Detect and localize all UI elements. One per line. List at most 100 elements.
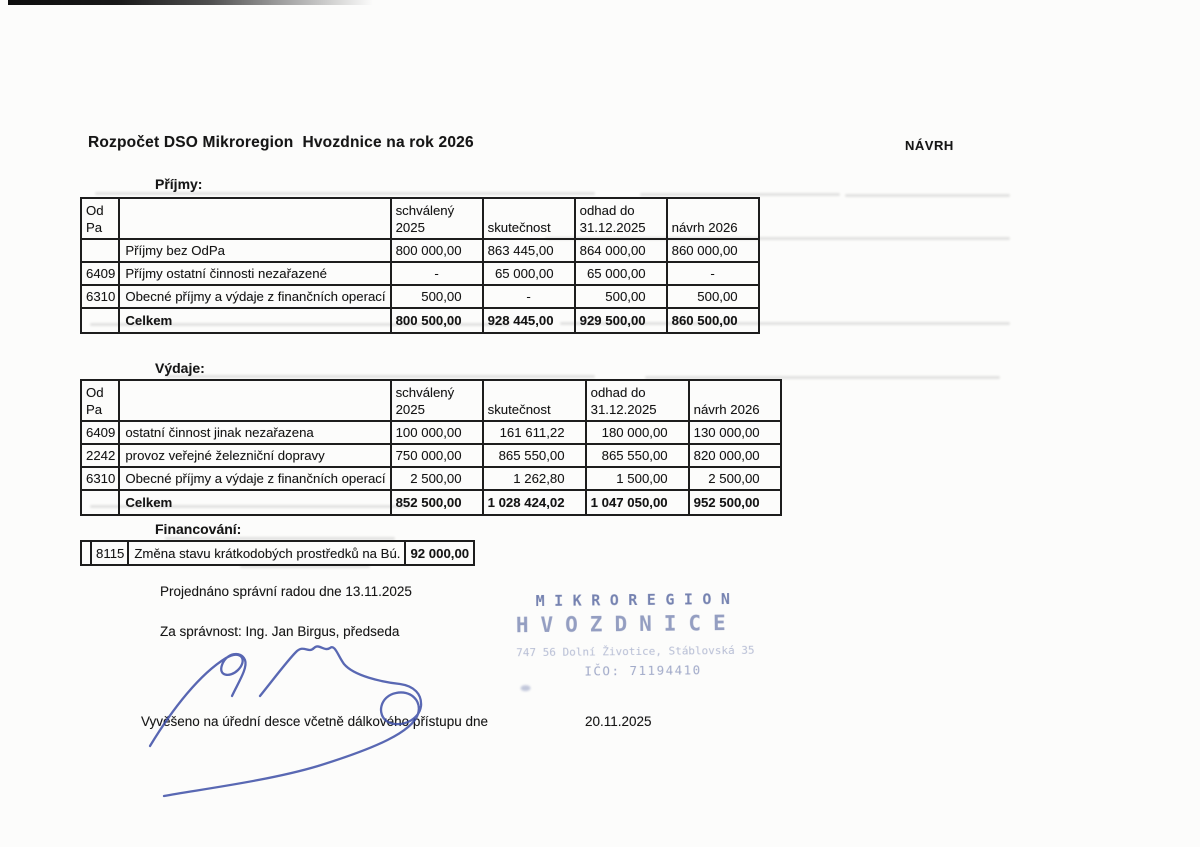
document-title: Rozpočet DSO Mikroregion Hvozdnice na ro… [88,134,474,151]
scan-smudge [240,565,370,568]
value-cell: 852 500,00 [389,489,484,516]
scan-smudge [95,192,595,195]
empty-cell [80,540,92,566]
value-cell: 500,00 [389,284,484,309]
column-header: návrh 2026 [687,379,782,422]
draft-label: NÁVRH [905,138,954,153]
value-cell: 161 611,22 [481,420,587,445]
stamp-org-name-line2: HVOZDNICE [515,610,738,638]
value-cell: 860 500,00 [665,307,760,334]
value-cell: 863 445,00 [481,238,576,263]
financovani-budget-table: 8115 Změna stavu krátkodobých prostředků … [80,540,476,566]
row-description-cell: Změna stavu krátkodobých prostředků na B… [127,540,407,566]
odpa-code-cell [79,489,121,516]
scan-smudge [545,237,1010,240]
scan-smudge [645,376,1000,379]
value-cell: 865 550,00 [584,443,690,468]
signed-by-line: Za správnost: Ing. Jan Birgus, předseda [160,624,400,639]
section-heading-vydaje: Výdaje: [155,360,205,376]
value-cell: - [389,261,484,286]
section-heading-prijmy: Příjmy: [155,176,203,192]
stamp-ink-blot [520,685,531,692]
column-header: Od Pa [79,197,121,240]
column-header [118,379,392,422]
approved-by-board-line: Projednáno správní radou dne 13.11.2025 [160,584,412,599]
vydaje-budget-table: Od Pa schválený 2025 skutečnost odhad do 31… [79,379,782,516]
header-row: Od Pa schválený 2025 skutečnost odhad do 31… [79,197,760,240]
value-cell: 65 000,00 [481,261,576,286]
rubber-stamp: MIKROREGION HVOZDNICE 747 56 Dolní Život… [515,588,947,692]
column-header [118,197,392,240]
table-row: 6409 Příjmy ostatní činnosti nezařazené -6… [79,261,760,286]
row-description-cell: Celkem [118,489,392,516]
scan-artifact-strip [8,0,373,5]
value-cell: 130 000,00 [687,420,782,445]
value-cell: 1 047 050,00 [584,489,690,516]
odpa-code-cell: 6310 [79,466,121,491]
column-header: skutečnost [481,379,587,422]
value-cell: 65 000,00 [573,261,668,286]
value-cell: 864 000,00 [573,238,668,263]
header-row: Od Pa schválený 2025 skutečnost odhad do 31… [79,379,782,422]
value-cell: - [481,284,576,309]
scan-smudge [845,194,1010,197]
column-header: schválený 2025 [389,197,484,240]
value-cell: 2 500,00 [687,466,782,491]
row-description-cell: provoz veřejné železniční dopravy [118,443,392,468]
scan-smudge [165,537,395,540]
row-description-cell: Příjmy bez OdPa [118,238,392,263]
value-cell: 800 000,00 [389,238,484,263]
row-description-cell: Příjmy ostatní činnosti nezařazené [118,261,392,286]
table-row: Celkem 800 500,00 928 445,00 929 500,00 860 … [79,307,760,334]
row-description-cell: ostatní činnost jinak nezařazena [118,420,392,445]
table-row: 6310 Obecné příjmy a výdaje z finančních … [79,284,760,309]
value-cell: 865 550,00 [481,443,587,468]
column-header: skutečnost [481,197,576,240]
odpa-code-cell: 8115 [89,540,130,566]
odpa-code-cell [79,238,121,263]
value-cell: - [665,261,760,286]
table-row: 6310 Obecné příjmy a výdaje z finančních … [79,466,782,491]
scan-smudge [560,322,1010,325]
value-cell: 860 000,00 [665,238,760,263]
column-header: schválený 2025 [389,379,484,422]
table-row: 2242 provoz veřejné železniční dopravy 750… [79,443,782,468]
value-cell: 750 000,00 [389,443,484,468]
stamp-ico-line: IČO: 71194410 [584,662,702,679]
table-row: 6409 ostatní činnost jinak nezařazena 100 … [79,420,782,445]
scan-smudge [165,375,595,378]
prijmy-budget-table: Od Pa schválený 2025 skutečnost odhad do 31… [79,197,760,334]
value-cell: 1 500,00 [584,466,690,491]
value-cell: 100 000,00 [389,420,484,445]
value-cell: 1 262,80 [481,466,587,491]
row-description-cell: Obecné příjmy a výdaje z finančních oper… [118,466,392,491]
odpa-code-cell: 6310 [79,284,121,309]
column-header: odhad do 31.12.2025 [573,197,668,240]
column-header: Od Pa [79,379,121,422]
value-cell: 180 000,00 [584,420,690,445]
table-row: Příjmy bez OdPa 800 000,00 863 445,00 864 0… [79,238,760,263]
value-cell: 820 000,00 [687,443,782,468]
table-row: Celkem 852 500,00 1 028 424,02 1 047 050,00… [79,489,782,516]
odpa-code-cell: 6409 [79,420,121,445]
value-cell: 952 500,00 [687,489,782,516]
value-cell: 928 445,00 [481,307,576,334]
table-row: 8115 Změna stavu krátkodobých prostředků … [80,540,476,566]
value-cell: 929 500,00 [573,307,668,334]
odpa-code-cell: 6409 [79,261,121,286]
odpa-code-cell [79,307,121,334]
odpa-code-cell: 2242 [79,443,121,468]
stamp-address-line: 747 56 Dolní Životice, Stáblovská 35 [516,643,755,660]
value-cell: 500,00 [573,284,668,309]
posted-date: 20.11.2025 [585,714,652,729]
column-header: odhad do 31.12.2025 [584,379,690,422]
value-cell: 2 500,00 [389,466,484,491]
value-cell: 500,00 [665,284,760,309]
row-description-cell: Celkem [118,307,392,334]
value-cell: 800 500,00 [389,307,484,334]
posted-on-board-line: Vyvěšeno na úřední desce včetně dálkovéh… [141,714,488,729]
stamp-org-name-line1: MIKROREGION [535,589,740,611]
value-cell: 1 028 424,02 [481,489,587,516]
row-description-cell: Obecné příjmy a výdaje z finančních oper… [118,284,392,309]
